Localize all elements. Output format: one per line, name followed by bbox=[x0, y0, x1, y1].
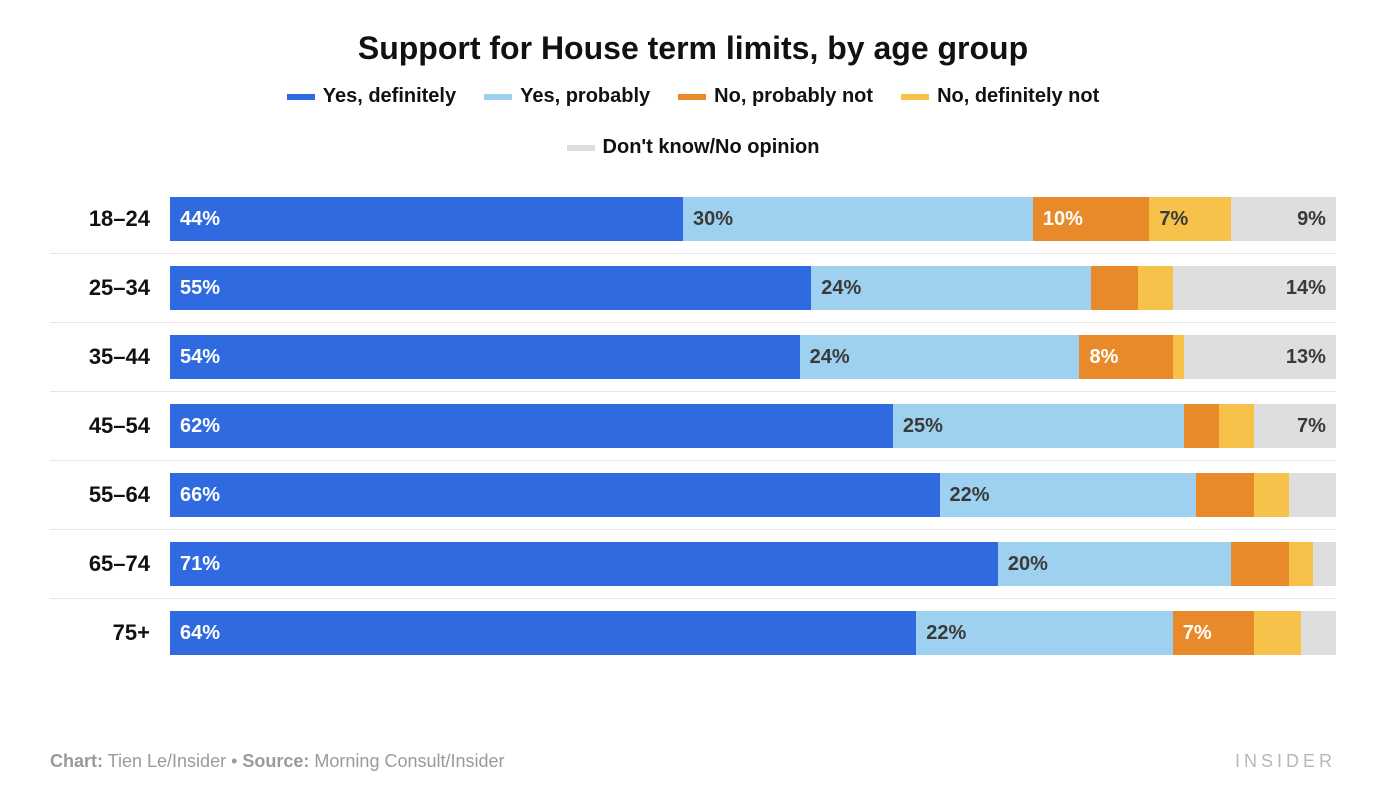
stacked-bar: 66%22% bbox=[170, 473, 1336, 517]
bar-segment bbox=[1231, 542, 1289, 586]
legend-item: No, definitely not bbox=[901, 85, 1099, 108]
footer: Chart: Tien Le/Insider • Source: Morning… bbox=[50, 751, 1336, 772]
bar-segment: 14% bbox=[1173, 266, 1336, 310]
bar-segment bbox=[1254, 611, 1301, 655]
bar-segment: 7% bbox=[1149, 197, 1231, 241]
bar-segment: 7% bbox=[1254, 404, 1336, 448]
legend-item: Yes, probably bbox=[484, 85, 650, 108]
stacked-bar: 55%24% 14% bbox=[170, 266, 1336, 310]
category-label: 18–24 bbox=[50, 206, 170, 232]
legend-swatch bbox=[287, 94, 315, 100]
chart-row: 55–6466%22% bbox=[50, 461, 1336, 530]
bar-segment: 71% bbox=[170, 542, 998, 586]
bar-segment: 66% bbox=[170, 473, 940, 517]
source-credit: Morning Consult/Insider bbox=[309, 751, 504, 771]
bar-segment: 24% bbox=[811, 266, 1091, 310]
chart-area: 18–2444%30%10%7%9%25–3455%24%14%35–4454%… bbox=[50, 185, 1336, 731]
bar-segment: 55% bbox=[170, 266, 811, 310]
chart-row: 35–4454%24%8% 13% bbox=[50, 323, 1336, 392]
chart-credit: Tien Le/Insider bbox=[103, 751, 231, 771]
bar-segment: 13% bbox=[1184, 335, 1336, 379]
bar-segment: 22% bbox=[940, 473, 1197, 517]
bar-segment bbox=[1091, 266, 1138, 310]
bar-segment: 24% bbox=[800, 335, 1080, 379]
legend-item: No, probably not bbox=[678, 85, 873, 108]
category-label: 75+ bbox=[50, 620, 170, 646]
bar-segment: 62% bbox=[170, 404, 893, 448]
bar-segment: 8% bbox=[1079, 335, 1172, 379]
chart-row: 18–2444%30%10%7%9% bbox=[50, 185, 1336, 254]
bar-segment bbox=[1289, 542, 1312, 586]
bar-segment: 30% bbox=[683, 197, 1033, 241]
legend-label: No, definitely not bbox=[937, 85, 1099, 108]
chart-title: Support for House term limits, by age gr… bbox=[50, 30, 1336, 67]
brand-mark: INSIDER bbox=[1235, 751, 1336, 772]
legend-label: Don't know/No opinion bbox=[603, 136, 820, 159]
legend-swatch bbox=[484, 94, 512, 100]
bar-segment bbox=[1184, 404, 1219, 448]
category-label: 55–64 bbox=[50, 482, 170, 508]
legend-swatch bbox=[678, 94, 706, 100]
legend: Yes, definitely Yes, probably No, probably… bbox=[193, 85, 1193, 159]
legend-item: Yes, definitely bbox=[287, 85, 456, 108]
bar-segment: 54% bbox=[170, 335, 800, 379]
bar-segment: 7% bbox=[1173, 611, 1255, 655]
legend-swatch bbox=[901, 94, 929, 100]
category-label: 35–44 bbox=[50, 344, 170, 370]
bar-segment: 9% bbox=[1231, 197, 1336, 241]
stacked-bar: 64%22%7% bbox=[170, 611, 1336, 655]
legend-item: Don't know/No opinion bbox=[567, 136, 820, 159]
category-label: 45–54 bbox=[50, 413, 170, 439]
bar-segment: 25% bbox=[893, 404, 1185, 448]
bar-segment: 64% bbox=[170, 611, 916, 655]
chart-row: 45–5462%25% 7% bbox=[50, 392, 1336, 461]
bar-segment bbox=[1196, 473, 1254, 517]
bar-segment: 20% bbox=[998, 542, 1231, 586]
bar-segment bbox=[1301, 611, 1336, 655]
source-label: Source: bbox=[237, 751, 309, 771]
legend-label: Yes, definitely bbox=[323, 85, 456, 108]
footer-credit: Chart: Tien Le/Insider • Source: Morning… bbox=[50, 751, 505, 772]
legend-label: Yes, probably bbox=[520, 85, 650, 108]
legend-label: No, probably not bbox=[714, 85, 873, 108]
bar-segment: 10% bbox=[1033, 197, 1150, 241]
chart-row: 75+64%22%7% bbox=[50, 599, 1336, 667]
bar-segment: 22% bbox=[916, 611, 1173, 655]
chart-row: 65–7471%20% bbox=[50, 530, 1336, 599]
stacked-bar: 44%30%10%7%9% bbox=[170, 197, 1336, 241]
stacked-bar: 71%20% bbox=[170, 542, 1336, 586]
bar-segment bbox=[1254, 473, 1289, 517]
category-label: 25–34 bbox=[50, 275, 170, 301]
legend-swatch bbox=[567, 145, 595, 151]
category-label: 65–74 bbox=[50, 551, 170, 577]
bar-segment bbox=[1219, 404, 1254, 448]
bar-segment bbox=[1173, 335, 1185, 379]
stacked-bar: 62%25% 7% bbox=[170, 404, 1336, 448]
chart-row: 25–3455%24% 14% bbox=[50, 254, 1336, 323]
stacked-bar: 54%24%8% 13% bbox=[170, 335, 1336, 379]
bar-segment: 44% bbox=[170, 197, 683, 241]
bar-segment bbox=[1289, 473, 1336, 517]
bar-segment bbox=[1313, 542, 1336, 586]
bar-segment bbox=[1138, 266, 1173, 310]
chart-label: Chart: bbox=[50, 751, 103, 771]
